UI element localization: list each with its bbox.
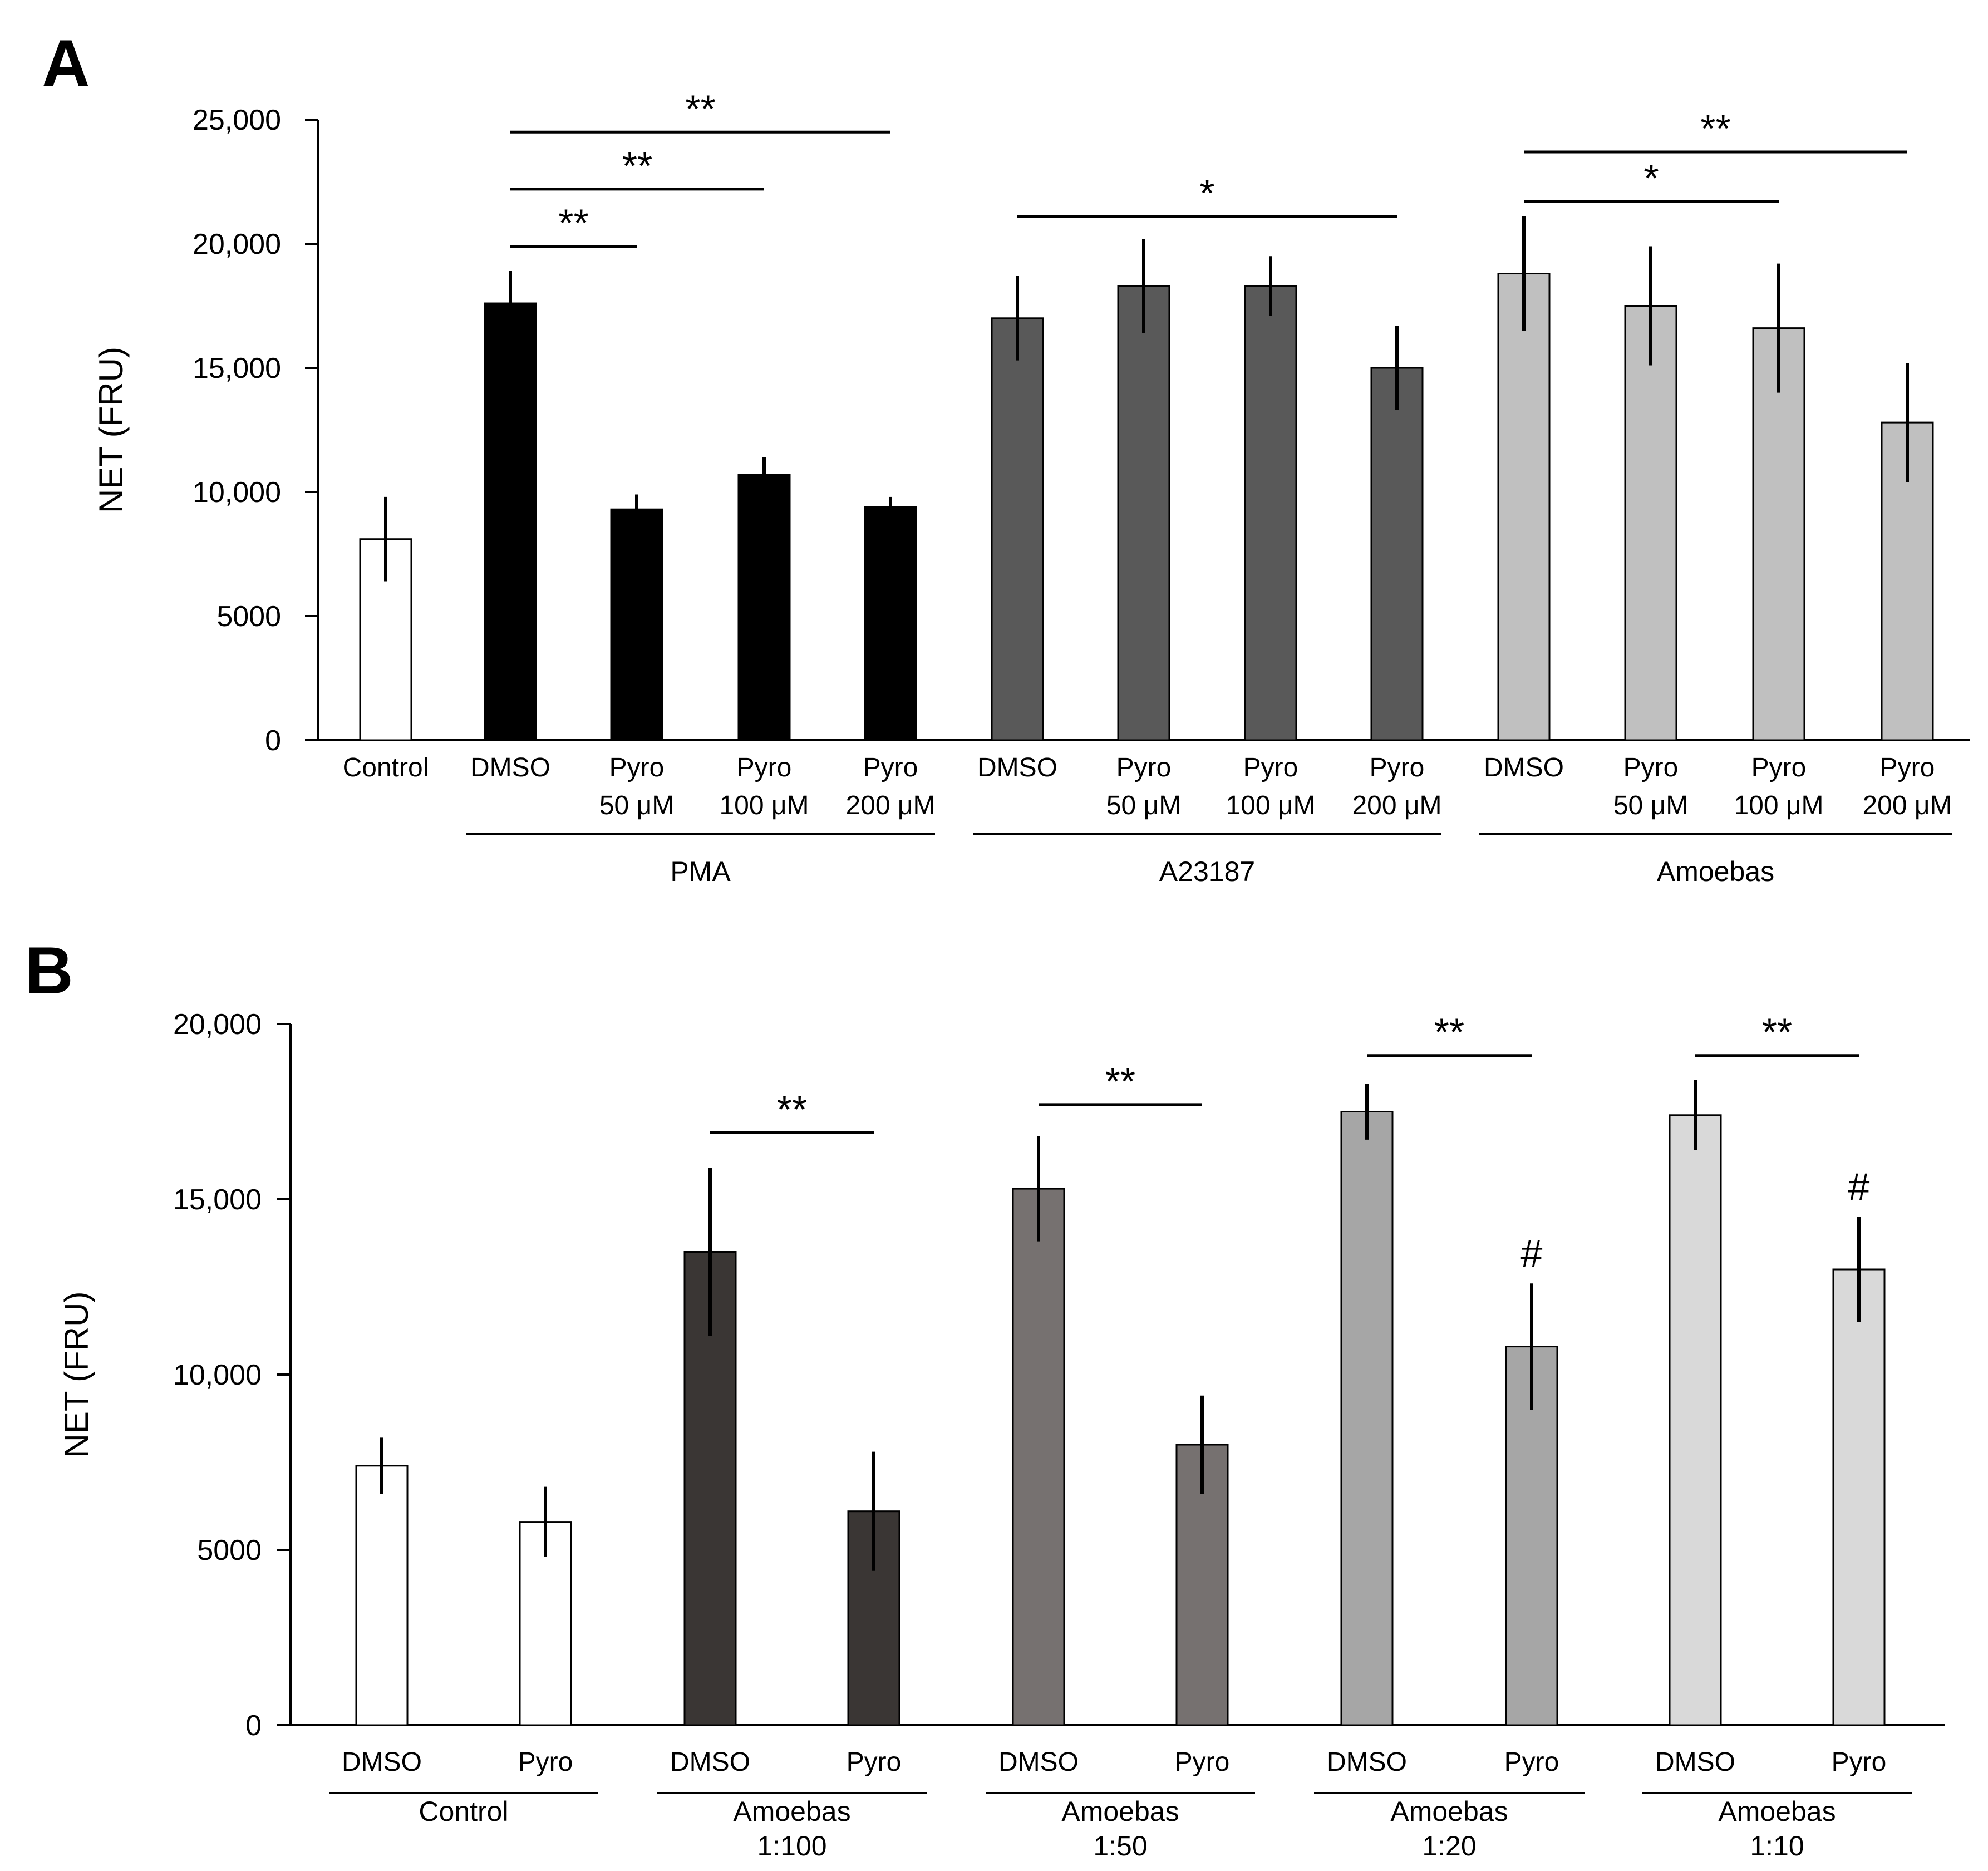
- significance-label: **: [1700, 107, 1730, 150]
- category-label: DMSO: [1484, 753, 1564, 782]
- category-label: Pyro: [1175, 1747, 1230, 1777]
- y-tick-label: 15,000: [193, 352, 281, 385]
- category-label: Pyro: [737, 753, 792, 782]
- category-label: DMSO: [998, 1747, 1079, 1777]
- y-axis-title: NET (FRU): [92, 347, 130, 513]
- category-label: 100 μM: [1226, 791, 1315, 820]
- significance-label: **: [1105, 1060, 1135, 1103]
- category-label: Pyro: [1832, 1747, 1887, 1777]
- bar: [1624, 305, 1677, 741]
- chart-panel-a: 0 5000 10,000 15,000 20,000 25,000 NET (FRU) Co…: [92, 87, 1970, 887]
- category-label: Pyro: [1880, 753, 1935, 782]
- category-label: Pyro: [609, 753, 665, 782]
- bar: [1117, 285, 1170, 741]
- y-tick-label: 5000: [216, 600, 281, 633]
- category-label: 200 μM: [1862, 791, 1952, 820]
- category-label: DMSO: [342, 1747, 422, 1777]
- group-label: 1:10: [1750, 1830, 1804, 1862]
- category-label: Pyro: [847, 1747, 902, 1777]
- group-label: Amoebas: [1061, 1796, 1179, 1827]
- bar: [355, 1465, 409, 1726]
- group-label: Amoebas: [1657, 856, 1774, 887]
- y-tick-label: 0: [265, 725, 281, 757]
- category-label: Pyro: [518, 1747, 573, 1777]
- group-label: Amoebas: [733, 1796, 850, 1827]
- bar: [610, 508, 663, 741]
- group-label: 1:100: [757, 1830, 826, 1862]
- y-axis-title: NET (FRU): [58, 1292, 95, 1458]
- bar: [1832, 1268, 1886, 1726]
- bar: [1752, 327, 1805, 741]
- significance-label: **: [558, 201, 588, 244]
- category-label: 200 μM: [845, 791, 935, 820]
- group-label: 1:20: [1422, 1830, 1476, 1862]
- bar: [1244, 285, 1297, 741]
- category-label: Pyro: [1504, 1747, 1559, 1777]
- category-label: Pyro: [1751, 753, 1807, 782]
- group-label: A23187: [1159, 856, 1255, 887]
- category-label: 50 μM: [1613, 791, 1688, 820]
- category-label: DMSO: [1327, 1747, 1407, 1777]
- significance-label: **: [1762, 1011, 1792, 1054]
- y-tick-label: 10,000: [193, 476, 281, 509]
- bar: [1497, 273, 1551, 741]
- category-label: Pyro: [1623, 753, 1679, 782]
- significance-label: *: [1199, 171, 1214, 215]
- significance-label: **: [622, 144, 652, 188]
- category-label: 100 μM: [1734, 791, 1823, 820]
- category-label: 50 μM: [599, 791, 674, 820]
- chart-panel-b: 0 5000 10,000 15,000 20,000 NET (FRU) DMSO Pyro…: [58, 1008, 1945, 1862]
- y-tick-label: 15,000: [173, 1184, 262, 1216]
- bar: [1370, 367, 1424, 741]
- category-label: DMSO: [1655, 1747, 1735, 1777]
- y-tick-label: 25,000: [193, 104, 281, 136]
- bar: [1012, 1188, 1065, 1726]
- category-label: Control: [343, 753, 429, 782]
- marker-label: #: [1521, 1232, 1543, 1275]
- bar: [1669, 1114, 1722, 1726]
- significance-label: **: [685, 87, 715, 130]
- y-tick-label: 5000: [197, 1534, 262, 1567]
- group-label: Amoebas: [1390, 1796, 1508, 1827]
- bar: [1340, 1111, 1394, 1726]
- category-label: Pyro: [1243, 753, 1298, 782]
- significance-label: *: [1643, 156, 1659, 200]
- bar: [484, 302, 537, 741]
- group-label: Amoebas: [1718, 1796, 1836, 1827]
- significance-label: **: [1434, 1011, 1464, 1054]
- bar: [991, 317, 1044, 741]
- y-tick-label: 0: [245, 1710, 262, 1742]
- panel-letter-b: B: [25, 933, 73, 1008]
- bar: [737, 474, 791, 741]
- marker-label: #: [1848, 1165, 1870, 1209]
- category-label: DMSO: [670, 1747, 750, 1777]
- category-label: DMSO: [470, 753, 550, 782]
- category-label: Pyro: [1370, 753, 1425, 782]
- category-label: 100 μM: [719, 791, 809, 820]
- y-tick-label: 20,000: [173, 1008, 262, 1041]
- category-label: Pyro: [1116, 753, 1172, 782]
- category-label: DMSO: [977, 753, 1057, 782]
- category-label: 50 μM: [1106, 791, 1181, 820]
- y-tick-label: 20,000: [193, 228, 281, 260]
- category-label: 200 μM: [1352, 791, 1441, 820]
- y-tick-label: 10,000: [173, 1359, 262, 1391]
- bar: [864, 506, 917, 741]
- group-label: PMA: [670, 856, 731, 887]
- significance-label: **: [777, 1087, 807, 1131]
- category-label: Pyro: [863, 753, 918, 782]
- group-label: Control: [419, 1796, 508, 1827]
- panel-letter-a: A: [42, 26, 90, 101]
- group-label: 1:50: [1093, 1830, 1147, 1862]
